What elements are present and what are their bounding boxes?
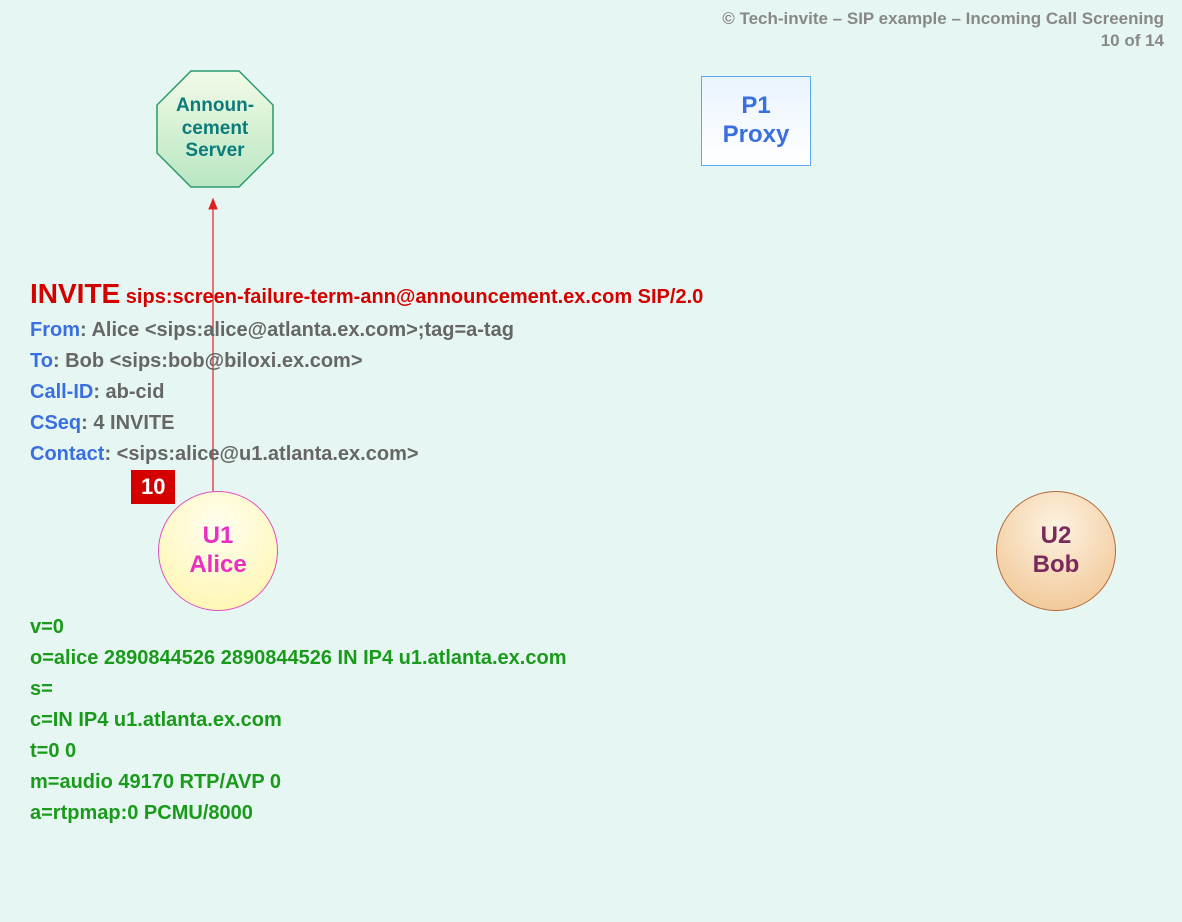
sip-header-row: From: Alice <sips:alice@atlanta.ex.com>;… xyxy=(30,315,703,346)
sip-header-name: Contact xyxy=(30,443,104,465)
sip-header-row: Contact: <sips:alice@u1.atlanta.ex.com> xyxy=(30,439,703,470)
sip-header-value: : ab-cid xyxy=(93,381,164,403)
request-uri: sips:screen-failure-term-ann@announcemen… xyxy=(126,286,703,308)
sdp-line: v=0 xyxy=(30,612,566,643)
sip-headers: From: Alice <sips:alice@atlanta.ex.com>;… xyxy=(30,315,703,470)
u1-label: U1 Alice xyxy=(189,522,246,580)
sip-header-row: CSeq: 4 INVITE xyxy=(30,408,703,439)
sip-message-block: INVITE sips:screen-failure-term-ann@anno… xyxy=(30,272,703,470)
sip-header-name: Call-ID xyxy=(30,381,93,403)
sdp-line: a=rtpmap:0 PCMU/8000 xyxy=(30,798,566,829)
sip-header-name: To xyxy=(30,350,53,372)
sip-header-value: : <sips:alice@u1.atlanta.ex.com> xyxy=(104,443,418,465)
sdp-block: v=0o=alice 2890844526 2890844526 IN IP4 … xyxy=(30,612,566,829)
sdp-line: c=IN IP4 u1.atlanta.ex.com xyxy=(30,705,566,736)
announcement-server-node: Announ- cement Server xyxy=(155,69,275,189)
sip-header-value: : Bob <sips:bob@biloxi.ex.com> xyxy=(53,350,363,372)
header-title: © Tech-invite – SIP example – Incoming C… xyxy=(722,8,1164,30)
u1-alice-node: U1 Alice xyxy=(158,491,278,611)
u2-bob-node: U2 Bob xyxy=(996,491,1116,611)
sip-header-value: : Alice <sips:alice@atlanta.ex.com>;tag=… xyxy=(80,319,514,341)
header-pagecount: 10 of 14 xyxy=(722,30,1164,52)
page-header: © Tech-invite – SIP example – Incoming C… xyxy=(722,8,1164,52)
sdp-line: s= xyxy=(30,674,566,705)
sip-header-row: Call-ID: ab-cid xyxy=(30,377,703,408)
u2-label: U2 Bob xyxy=(1033,522,1080,580)
proxy-label: P1 Proxy xyxy=(723,92,790,150)
proxy-node: P1 Proxy xyxy=(701,76,811,166)
sdp-line: m=audio 49170 RTP/AVP 0 xyxy=(30,767,566,798)
sdp-line: t=0 0 xyxy=(30,736,566,767)
sip-method: INVITE xyxy=(30,278,120,309)
request-line: INVITE sips:screen-failure-term-ann@anno… xyxy=(30,272,703,315)
announcement-server-label: Announ- cement Server xyxy=(176,95,254,163)
sip-header-name: CSeq xyxy=(30,412,81,434)
sdp-line: o=alice 2890844526 2890844526 IN IP4 u1.… xyxy=(30,643,566,674)
sip-header-row: To: Bob <sips:bob@biloxi.ex.com> xyxy=(30,346,703,377)
sip-header-value: : 4 INVITE xyxy=(81,412,174,434)
step-number-badge: 10 xyxy=(131,470,175,504)
sip-header-name: From xyxy=(30,319,80,341)
